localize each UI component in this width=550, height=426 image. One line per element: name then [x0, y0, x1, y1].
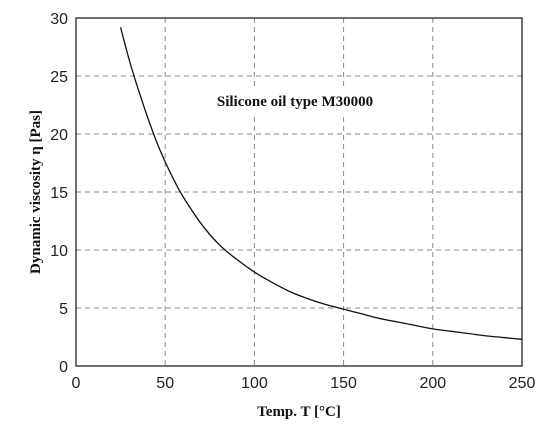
x-tick-label: 100 [241, 375, 268, 392]
annotation-label: Silicone oil type M30000 [217, 94, 373, 110]
grid-lines [76, 18, 522, 366]
y-tick-label: 0 [59, 359, 68, 376]
x-tick-label: 150 [330, 375, 357, 392]
x-axis-label: Temp. T [°C] [257, 404, 341, 420]
y-tick-label: 20 [50, 127, 68, 144]
y-tick-label: 5 [59, 301, 68, 318]
x-tick-label: 50 [156, 375, 174, 392]
y-tick-label: 15 [50, 185, 68, 202]
series-line [119, 27, 523, 340]
x-tick-label: 250 [509, 375, 536, 392]
x-tick-label: 0 [72, 375, 81, 392]
plot-frame [75, 17, 523, 367]
y-tick-label: 10 [50, 243, 68, 260]
tick-labels: 0 50 100 150 200 250 0 5 10 15 20 25 30 [50, 11, 535, 392]
y-tick-label: 25 [50, 69, 68, 86]
y-tick-label: 30 [50, 11, 68, 28]
x-tick-label: 200 [419, 375, 446, 392]
y-axis-label: Dynamic viscosity η [Pas] [28, 110, 44, 274]
annotation-background [183, 86, 408, 114]
